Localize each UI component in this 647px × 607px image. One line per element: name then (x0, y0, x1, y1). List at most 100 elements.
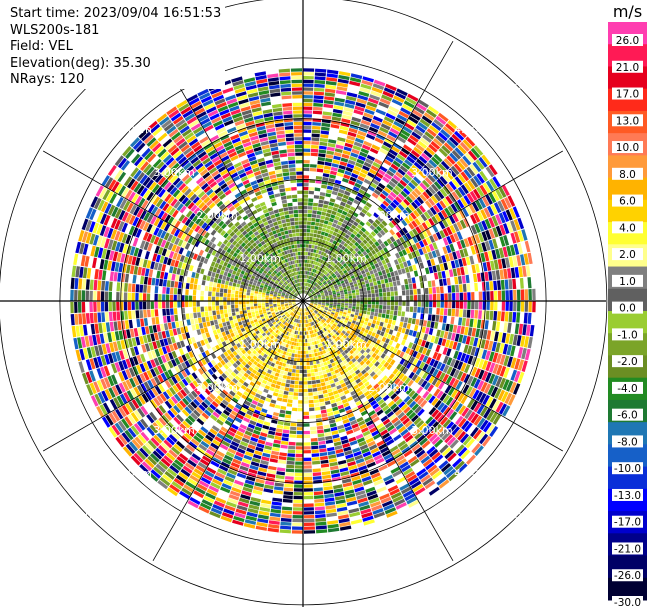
velocity-bin (492, 352, 499, 363)
velocity-bin (309, 342, 313, 346)
velocity-bin (318, 263, 322, 267)
velocity-bin (319, 141, 328, 146)
velocity-bin (286, 327, 290, 332)
velocity-bin (320, 459, 329, 464)
velocity-bin (236, 366, 242, 372)
velocity-bin (319, 398, 325, 403)
velocity-bin (389, 229, 396, 236)
velocity-bin (405, 247, 411, 254)
velocity-bin (350, 337, 356, 342)
velocity-bin (501, 290, 506, 301)
velocity-bin (205, 343, 211, 350)
velocity-bin (398, 425, 407, 434)
velocity-bin (359, 310, 363, 314)
velocity-bin (310, 318, 314, 322)
velocity-bin (346, 250, 352, 255)
velocity-bin (221, 483, 232, 490)
velocity-bin (308, 392, 313, 396)
velocity-bin (277, 348, 282, 353)
velocity-bin (439, 263, 445, 271)
velocity-bin (267, 347, 272, 352)
velocity-bin (392, 368, 399, 375)
velocity-bin (379, 296, 383, 301)
velocity-bin (350, 322, 355, 327)
velocity-bin (284, 339, 288, 344)
velocity-bin (70, 314, 75, 326)
velocity-bin (197, 317, 202, 324)
velocity-bin (314, 506, 325, 511)
velocity-bin (378, 309, 383, 314)
velocity-bin (141, 461, 152, 472)
velocity-bin (216, 314, 221, 320)
velocity-bin (385, 338, 390, 344)
velocity-bin (428, 159, 438, 168)
velocity-bin (318, 321, 322, 326)
velocity-bin (354, 312, 359, 316)
velocity-bin (316, 363, 321, 368)
velocity-bin (368, 218, 374, 224)
velocity-bin (349, 468, 359, 474)
velocity-bin (335, 309, 340, 313)
velocity-bin (89, 290, 93, 301)
velocity-bin (312, 321, 315, 325)
velocity-bin (419, 137, 430, 146)
velocity-bin (400, 403, 409, 411)
velocity-bin (313, 229, 318, 234)
velocity-bin (212, 310, 217, 316)
velocity-bin (313, 305, 317, 307)
velocity-bin (348, 227, 355, 233)
velocity-bin (497, 311, 502, 321)
velocity-bin (323, 200, 330, 205)
velocity-bin (415, 242, 422, 250)
velocity-bin (414, 394, 422, 403)
velocity-bin (231, 423, 239, 430)
velocity-bin (216, 310, 220, 315)
velocity-bin (313, 296, 318, 298)
velocity-bin (339, 320, 344, 324)
velocity-bin (340, 318, 345, 322)
velocity-bin (372, 161, 381, 169)
velocity-bin (389, 488, 400, 496)
velocity-bin (456, 342, 462, 351)
velocity-bin (247, 344, 252, 350)
velocity-bin (523, 253, 529, 265)
velocity-bin (495, 214, 503, 225)
velocity-bin (192, 301, 196, 307)
velocity-bin (367, 233, 374, 240)
velocity-bin (379, 321, 384, 327)
velocity-bin (409, 356, 415, 364)
velocity-bin (371, 192, 379, 199)
velocity-bin (166, 308, 170, 316)
velocity-bin (318, 301, 322, 303)
velocity-bin (447, 261, 452, 270)
velocity-bin (411, 343, 417, 351)
velocity-bin (431, 156, 440, 166)
velocity-bin (346, 285, 351, 289)
velocity-bin (198, 322, 204, 329)
velocity-bin (389, 286, 394, 292)
velocity-bin (312, 110, 323, 115)
velocity-bin (489, 362, 496, 373)
velocity-bin (374, 361, 380, 367)
velocity-bin (246, 427, 254, 433)
velocity-bin (93, 312, 98, 323)
velocity-bin (340, 395, 347, 401)
velocity-bin (297, 323, 300, 327)
velocity-bin (276, 344, 281, 349)
velocity-bin (445, 123, 456, 133)
velocity-bin (472, 161, 482, 173)
velocity-bin (247, 339, 253, 344)
velocity-bin (334, 259, 339, 264)
velocity-bin (337, 229, 343, 235)
velocity-bin (373, 175, 382, 182)
velocity-bin (492, 227, 499, 238)
velocity-bin (310, 229, 314, 233)
velocity-bin (304, 308, 306, 312)
velocity-bin (325, 320, 330, 324)
velocity-bin (421, 222, 429, 230)
velocity-bin (313, 257, 317, 261)
velocity-bin (397, 269, 403, 275)
velocity-bin (214, 408, 223, 415)
velocity-bin (287, 449, 296, 454)
velocity-bin (216, 418, 224, 426)
